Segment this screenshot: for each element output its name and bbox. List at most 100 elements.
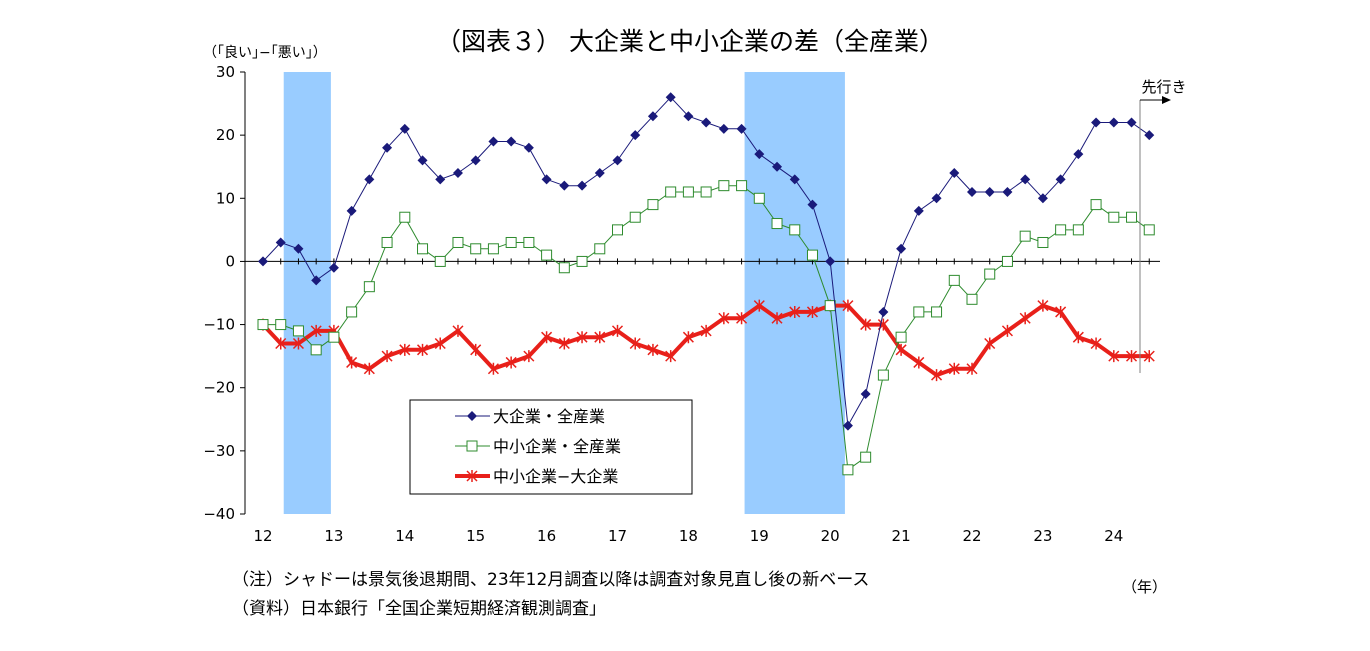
data-point xyxy=(452,168,463,179)
data-point xyxy=(346,205,357,216)
y-tick-label: −10 xyxy=(203,316,235,334)
data-point xyxy=(647,199,659,211)
data-point xyxy=(558,262,570,274)
legend-small-label: 中小企業・全産業 xyxy=(493,437,621,456)
data-point xyxy=(1125,350,1138,363)
data-point xyxy=(789,174,800,185)
data-point xyxy=(399,123,410,134)
data-point xyxy=(506,136,517,147)
recession-shade-1 xyxy=(283,72,331,514)
data-point xyxy=(913,306,925,318)
data-point xyxy=(1143,350,1155,363)
data-point xyxy=(1055,224,1067,236)
data-point xyxy=(718,123,729,134)
data-point xyxy=(1002,186,1013,197)
series-3 xyxy=(257,299,1155,382)
y-tick-label: 20 xyxy=(216,126,235,144)
x-tick-label: 21 xyxy=(892,527,911,545)
series-line xyxy=(261,303,1150,378)
data-point xyxy=(275,319,287,331)
data-point xyxy=(1126,211,1138,223)
x-tick-label: 13 xyxy=(324,527,343,545)
data-point xyxy=(328,262,339,273)
data-point xyxy=(559,180,570,191)
data-point xyxy=(523,350,535,363)
data-point xyxy=(948,274,960,286)
data-point xyxy=(824,300,836,312)
x-tick-label: 22 xyxy=(962,527,981,545)
y-axis-ticks: 30 20 10 0 −10 −20 −30 −40 xyxy=(203,63,245,523)
data-point xyxy=(682,331,694,344)
data-point xyxy=(470,243,482,255)
note-line-1: （注）シャドーは景気後退期間、23年12月調査以降は調査対象見直し後の新ベース xyxy=(232,570,869,590)
data-point xyxy=(1108,350,1120,363)
data-point xyxy=(736,312,748,325)
data-point xyxy=(629,337,641,350)
x-tick-label: 16 xyxy=(537,527,556,545)
data-point xyxy=(399,343,411,356)
data-point xyxy=(842,464,854,476)
data-point xyxy=(789,224,801,236)
data-point xyxy=(258,256,268,267)
data-point xyxy=(487,243,499,255)
data-point xyxy=(825,256,836,267)
data-point xyxy=(807,199,818,210)
data-point xyxy=(363,281,375,293)
data-point xyxy=(541,331,553,344)
axes xyxy=(244,72,1160,514)
y-tick-label: −40 xyxy=(203,505,235,523)
legend-diff-label: 中小企業−大企業 xyxy=(493,467,618,486)
x-axis-unit-label: （年） xyxy=(1122,578,1167,596)
data-point xyxy=(647,111,658,122)
data-point xyxy=(736,180,748,192)
series-1 xyxy=(258,92,1155,431)
data-point xyxy=(860,389,871,400)
data-point xyxy=(310,324,322,337)
series-2 xyxy=(257,180,1155,476)
data-point xyxy=(665,350,677,363)
data-point xyxy=(860,451,872,463)
data-point xyxy=(1055,305,1067,318)
legend-item-diff: 中小企業−大企業 xyxy=(455,467,618,486)
x-tick-label: 12 xyxy=(253,527,272,545)
data-point xyxy=(966,293,978,305)
data-point xyxy=(966,362,978,375)
data-point xyxy=(577,180,588,191)
data-point xyxy=(346,356,358,369)
data-point xyxy=(611,324,624,337)
data-point xyxy=(346,306,358,318)
data-point xyxy=(381,350,393,363)
data-point xyxy=(913,356,925,369)
data-point xyxy=(364,174,375,185)
data-point xyxy=(701,117,712,128)
data-point xyxy=(806,305,819,318)
data-point xyxy=(700,324,712,337)
data-point xyxy=(399,211,411,223)
data-point xyxy=(523,142,534,153)
data-point xyxy=(753,299,765,312)
series xyxy=(257,92,1155,476)
data-point xyxy=(967,186,977,197)
data-point xyxy=(895,343,907,356)
x-tick-label: 19 xyxy=(750,527,769,545)
recession-shading xyxy=(283,72,845,514)
forecast-arrow-head xyxy=(1162,96,1171,104)
data-point xyxy=(1072,224,1084,236)
x-tick-label: 20 xyxy=(821,527,840,545)
data-point xyxy=(1037,236,1049,248)
data-point xyxy=(931,193,942,204)
x-tick-label: 18 xyxy=(679,527,698,545)
y-axis-unit-label: （｢良い｣−｢悪い｣） xyxy=(203,45,327,61)
x-tick-label: 23 xyxy=(1033,527,1052,545)
data-point xyxy=(293,243,304,254)
data-point xyxy=(541,249,553,261)
data-point xyxy=(682,186,694,198)
data-point xyxy=(382,142,393,153)
data-point xyxy=(984,337,996,350)
legend-small-marker xyxy=(466,440,478,452)
data-point xyxy=(948,362,960,375)
data-point xyxy=(1090,337,1102,350)
note-line-2: （資料）日本銀行「全国企業短期経済観測調査」 xyxy=(232,599,606,619)
data-point xyxy=(1019,312,1031,325)
data-point xyxy=(257,319,269,331)
